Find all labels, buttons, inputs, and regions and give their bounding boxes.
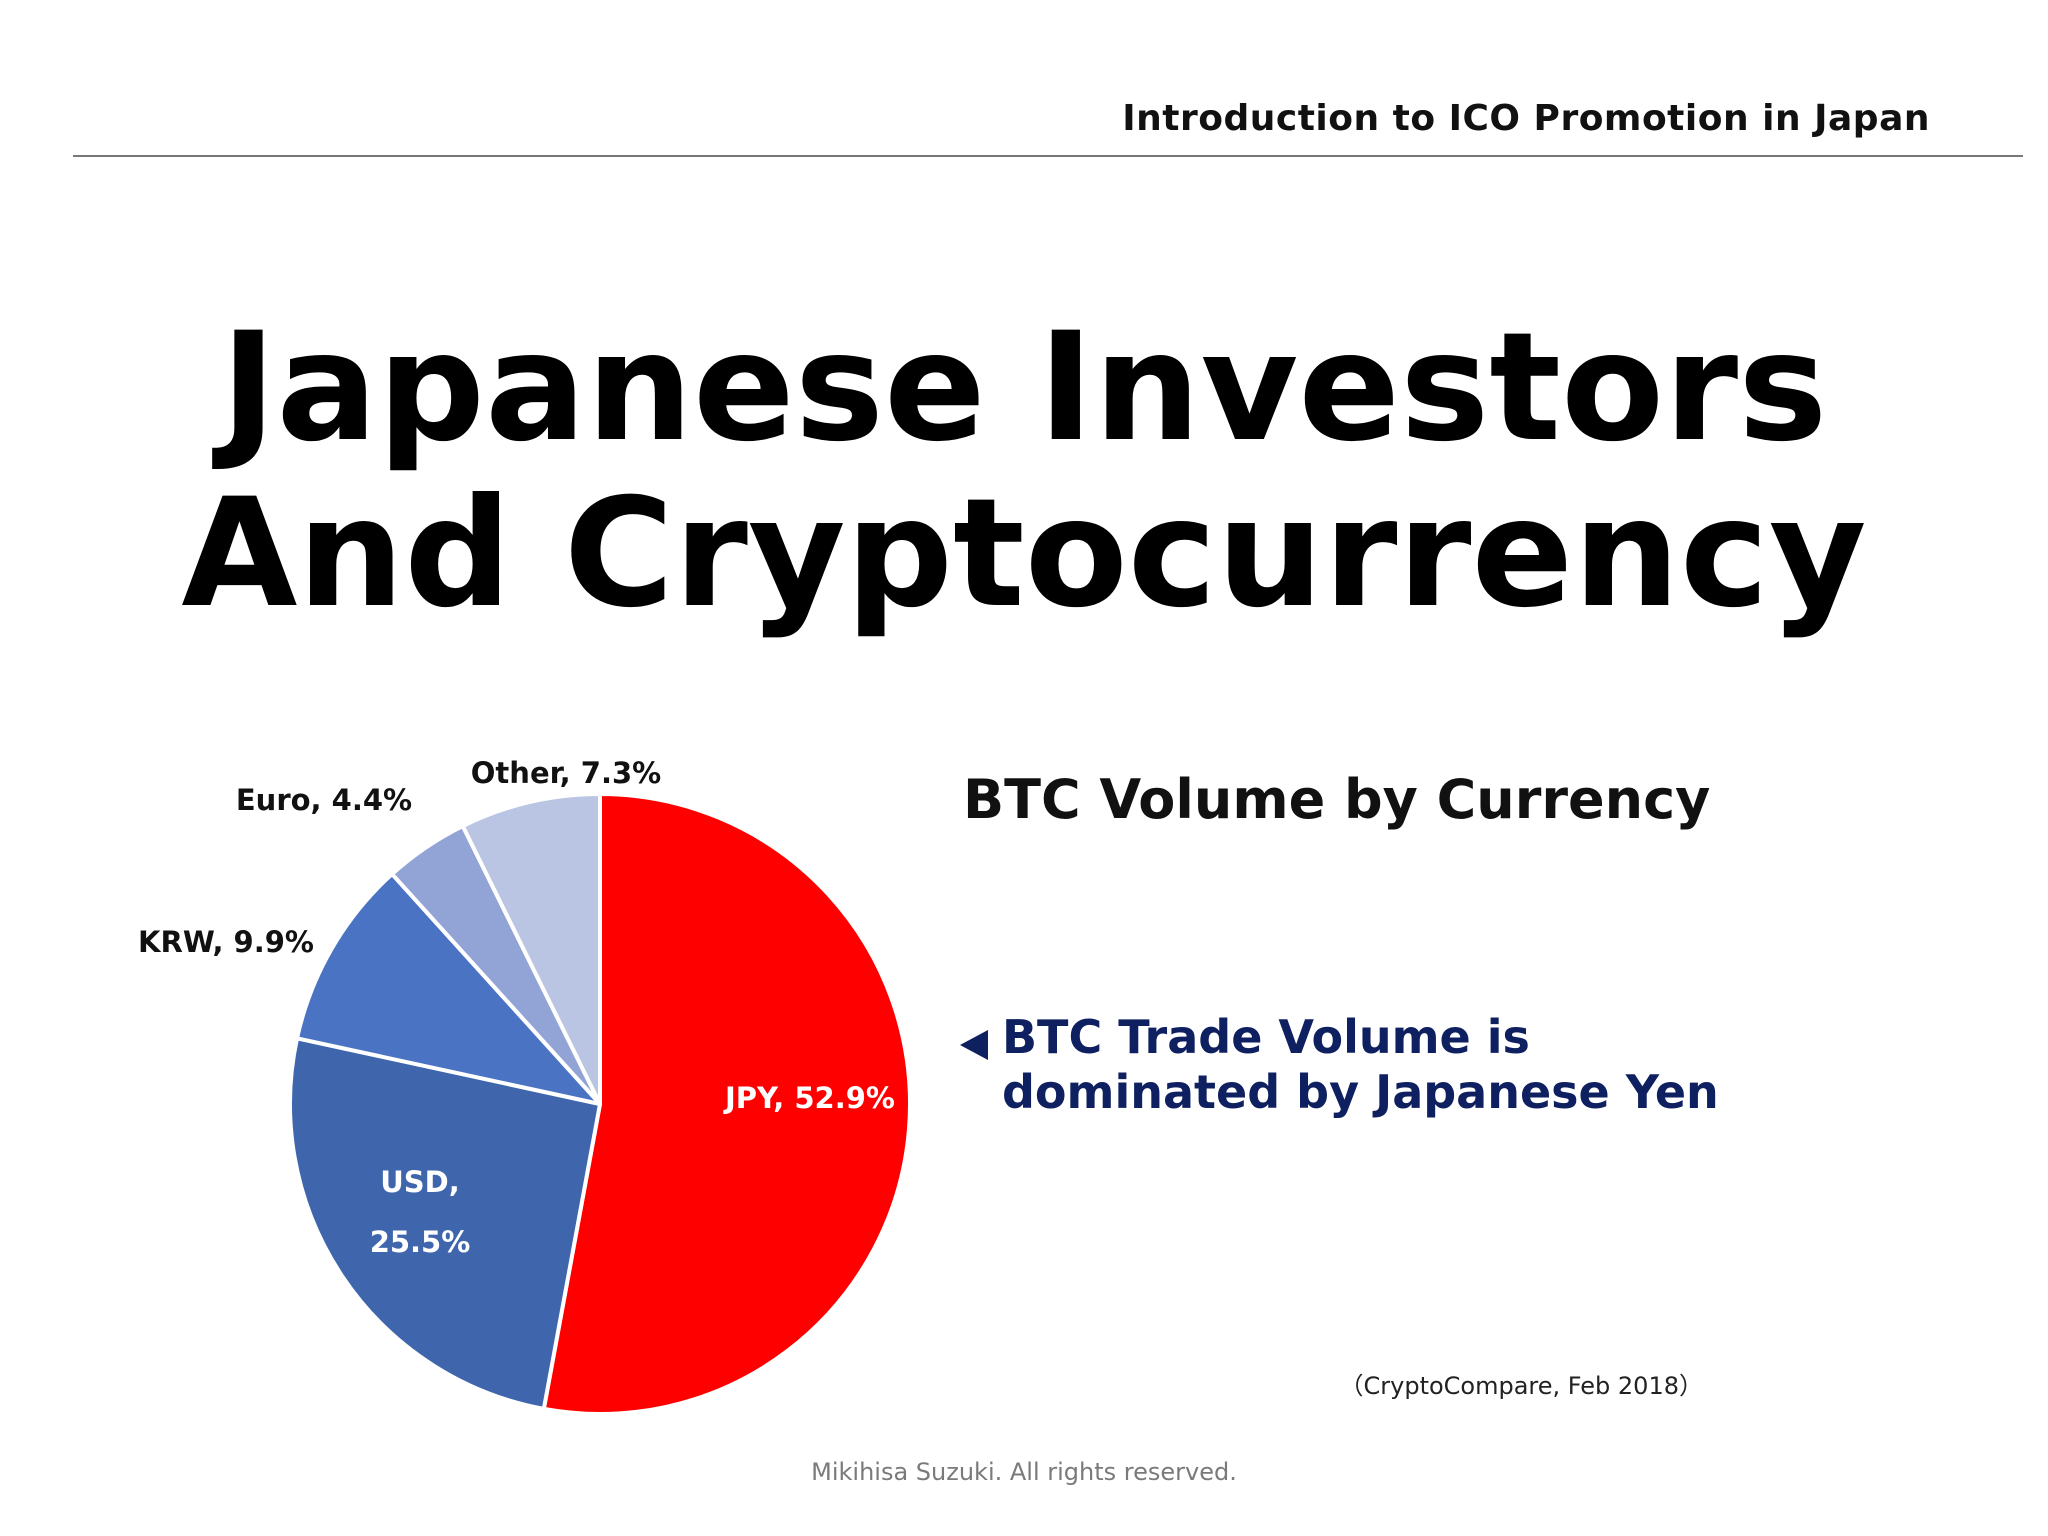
pie-label-krw: KRW, 9.9%	[138, 925, 314, 959]
pie-slice-jpy	[541, 792, 912, 1416]
main-title-line-2: And Cryptocurrency	[181, 467, 1867, 641]
pie-slice-other	[460, 792, 602, 1106]
pie-slice-krw	[295, 872, 602, 1106]
footer-copyright: Mikihisa Suzuki. All rights reserved.	[811, 1458, 1237, 1486]
header-title: Introduction to ICO Promotion in Japan	[1122, 98, 1930, 139]
pie-label-jpy: JPY, 52.9%	[723, 1081, 895, 1115]
pie-chart: JPY, 52.9% USD, 25.5% KRW, 9.9% Euro, 4.4% Ot…	[138, 756, 912, 1416]
main-title: Japanese Investors And Cryptocurrency	[0, 305, 2048, 637]
pie-labels: JPY, 52.9% USD, 25.5% KRW, 9.9% Euro, 4.4% Ot…	[138, 756, 895, 1259]
note-text: BTC Trade Volume is dominated by Japanes…	[1002, 1010, 1719, 1119]
source-citation: （CryptoCompare, Feb 2018）	[1339, 1372, 1703, 1400]
note: BTC Trade Volume is dominated by Japanes…	[960, 1010, 1822, 1120]
pie-label-other: Other, 7.3%	[471, 756, 661, 790]
triangle-left-icon	[960, 1030, 988, 1060]
chart-title: BTC Volume by Currency	[963, 768, 1711, 831]
pie-label-usd: USD, 25.5%	[370, 1165, 471, 1259]
pie-slices	[288, 792, 912, 1416]
pie-label-euro: Euro, 4.4%	[236, 783, 412, 817]
pie-slice-usd	[288, 1036, 602, 1411]
header-divider	[73, 155, 2023, 157]
main-title-line-1: Japanese Investors	[220, 301, 1828, 475]
